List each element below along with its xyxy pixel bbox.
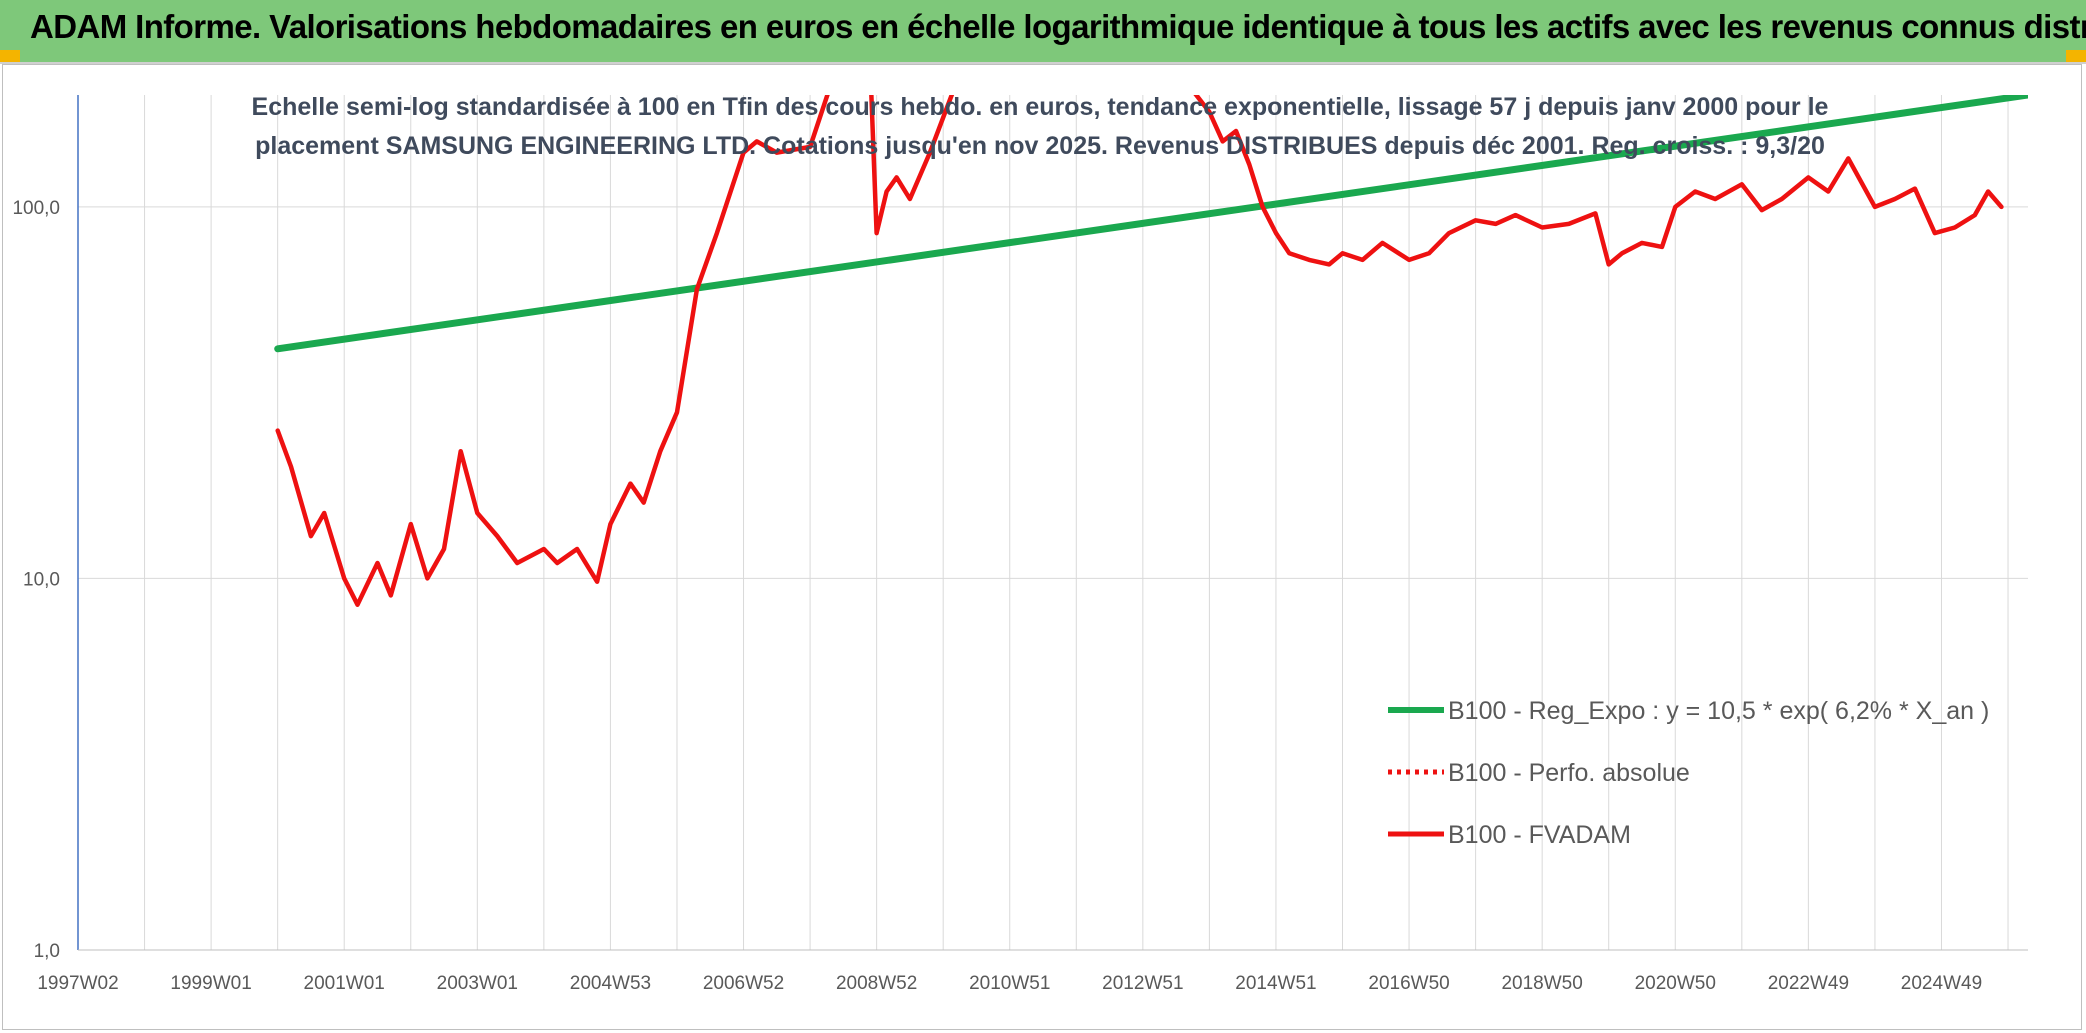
x-tick-label: 2020W50 <box>1635 973 1716 994</box>
x-tick-label: 2003W01 <box>437 973 518 994</box>
x-tick-label: 2006W52 <box>703 973 784 994</box>
y-tick-label: 100,0 <box>12 198 60 219</box>
y-tick-label: 1,0 <box>34 941 60 962</box>
chart-frame <box>2 64 2082 1030</box>
legend-label: B100 - FVADAM <box>1448 821 1631 849</box>
report-title: ADAM Informe. Valorisations hebdomadaire… <box>30 8 2086 45</box>
regression-line <box>274 95 2028 353</box>
x-tick-label: 2004W53 <box>570 973 651 994</box>
x-tick-label: 2024W49 <box>1901 973 1982 994</box>
legend-label: B100 - Reg_Expo : y = 10,5 * exp( 6,2% *… <box>1448 697 1989 725</box>
x-tick-label: 2014W51 <box>1235 973 1316 994</box>
fvadam-line <box>275 95 2004 607</box>
y-tick-label: 10,0 <box>23 569 60 590</box>
x-tick-label: 2012W51 <box>1102 973 1183 994</box>
legend-label: B100 - Perfo. absolue <box>1448 759 1690 787</box>
x-tick-label: 2018W50 <box>1501 973 1582 994</box>
corner-accent-left <box>0 50 20 62</box>
x-tick-label: 1997W02 <box>37 973 118 994</box>
x-tick-label: 1999W01 <box>170 973 251 994</box>
title-banner: ADAM Informe. Valorisations hebdomadaire… <box>0 0 2086 64</box>
x-tick-label: 2008W52 <box>836 973 917 994</box>
x-tick-label: 2016W50 <box>1368 973 1449 994</box>
x-tick-label: 2010W51 <box>969 973 1050 994</box>
x-tick-label: 2022W49 <box>1768 973 1849 994</box>
chart-subtitle: Echelle semi-log standardisée à 100 en T… <box>251 93 1829 160</box>
corner-accent-right <box>2066 50 2086 62</box>
x-tick-label: 2001W01 <box>304 973 385 994</box>
